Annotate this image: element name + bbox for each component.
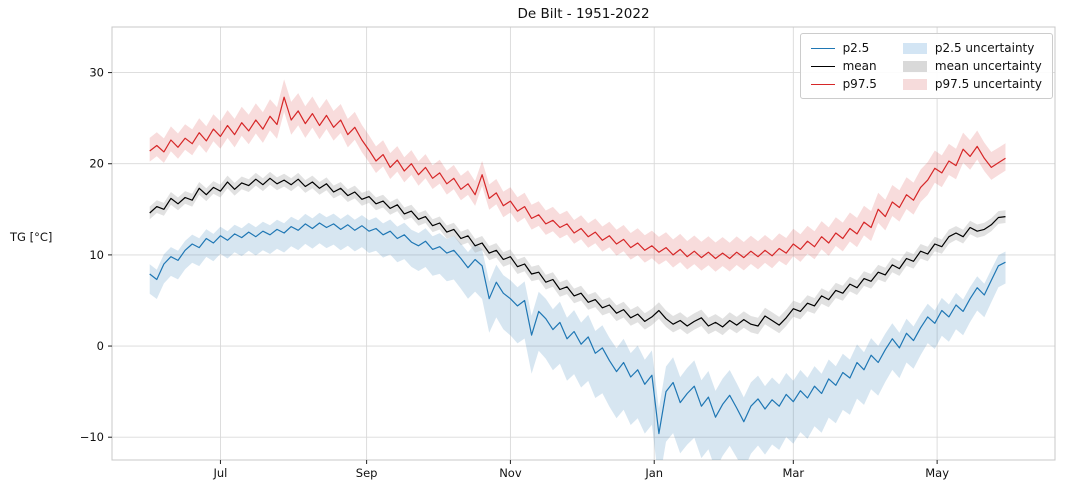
y-tick-label: 10 [89, 248, 104, 262]
legend-label: mean [842, 59, 877, 73]
y-axis-label: TG [°C] [10, 230, 53, 244]
x-tick-label: Jul [212, 466, 227, 480]
x-tick-label: Mar [782, 466, 804, 480]
legend-patch-swatch [902, 42, 927, 54]
legend: p2.5 mean p97.5 p2.5 uncertainty mean uncert… [799, 33, 1053, 99]
x-tick-label: Nov [499, 466, 522, 480]
legend-label: p97.5 [842, 77, 877, 91]
legend-label: p2.5 [842, 41, 870, 55]
uncertainty-band-p2-5 [149, 212, 1006, 460]
axes-frame [111, 26, 1056, 461]
y-tick-label: 30 [89, 66, 104, 80]
legend-label: p97.5 uncertainty [934, 77, 1042, 91]
legend-entry-mean-uncertainty: mean uncertainty [902, 59, 1042, 73]
x-tick-label: Sep [356, 466, 378, 480]
legend-patch-swatch [902, 60, 927, 72]
y-tick-label: −10 [80, 430, 104, 444]
legend-entry-p2-5: p2.5 [810, 41, 877, 55]
y-tick-label: 20 [89, 157, 104, 171]
legend-entry-p2-5-uncertainty: p2.5 uncertainty [902, 41, 1042, 55]
legend-line-swatch [810, 65, 835, 67]
y-tick-label: 0 [97, 339, 104, 353]
legend-entry-p97-5: p97.5 [810, 77, 877, 91]
legend-entry-p97-5-uncertainty: p97.5 uncertainty [902, 77, 1042, 91]
series-line-mean [149, 177, 1006, 328]
legend-label: p2.5 uncertainty [934, 41, 1035, 55]
legend-line-swatch [810, 47, 835, 49]
uncertainty-band-p97-5 [149, 79, 1006, 272]
x-tick-label: May [925, 466, 949, 480]
x-tick-label: Jan [644, 466, 663, 480]
legend-label: mean uncertainty [934, 59, 1042, 73]
chart-title: De Bilt - 1951-2022 [517, 6, 650, 22]
legend-entry-mean: mean [810, 59, 877, 73]
series-line-p97-5 [149, 96, 1006, 260]
series-line-p2-5 [149, 222, 1006, 435]
legend-line-swatch [810, 83, 835, 85]
legend-patch-swatch [902, 78, 927, 90]
